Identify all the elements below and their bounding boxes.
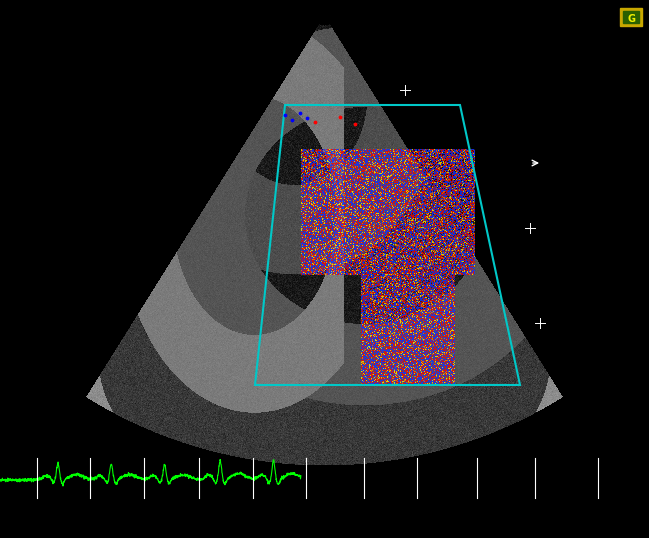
Point bbox=[350, 119, 360, 128]
Point bbox=[280, 111, 290, 119]
Text: G: G bbox=[627, 14, 635, 24]
Point bbox=[287, 116, 297, 124]
Point bbox=[310, 118, 320, 126]
Point bbox=[335, 112, 345, 121]
Bar bbox=[620, 8, 642, 26]
Point bbox=[302, 114, 312, 122]
Point bbox=[295, 109, 305, 117]
Bar bbox=[623, 11, 639, 23]
